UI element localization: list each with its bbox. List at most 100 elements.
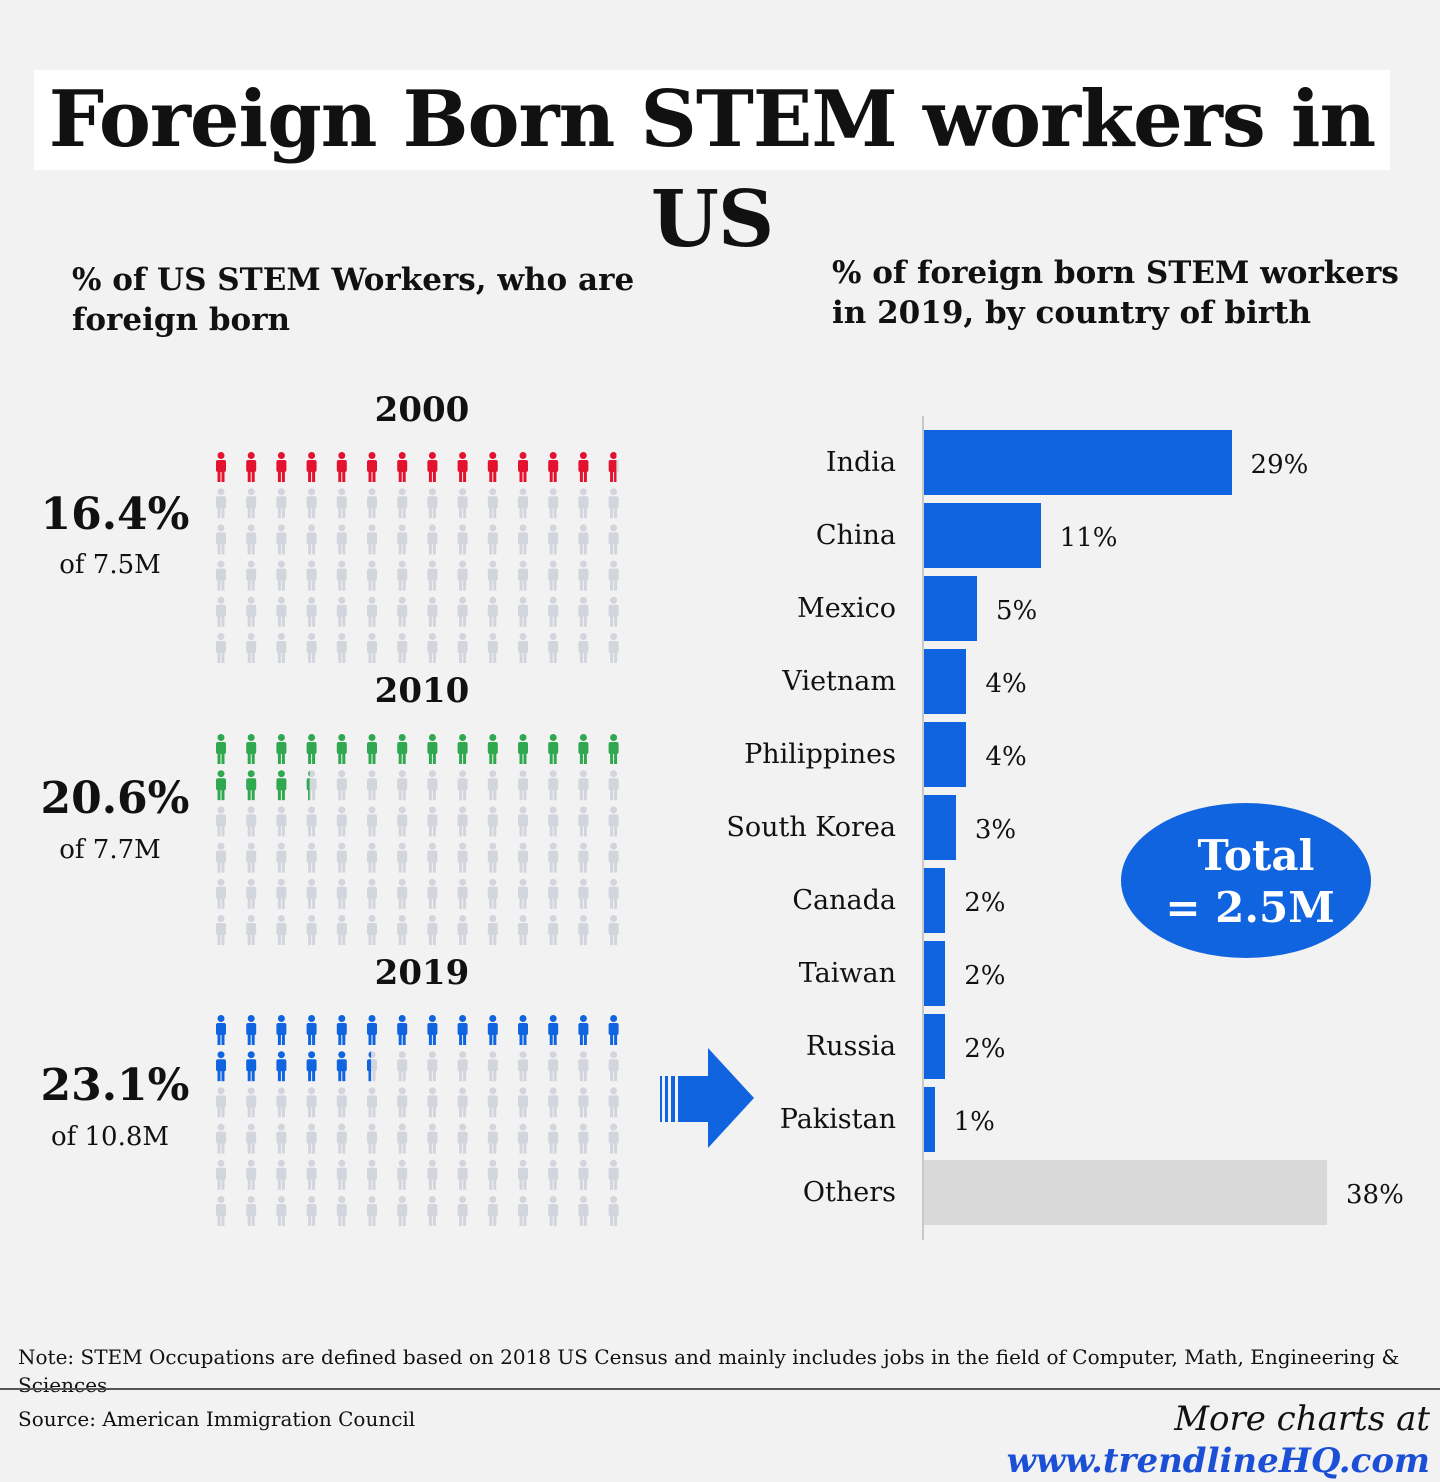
- value-label-pakistan: 1%: [953, 1106, 995, 1137]
- value-label-india: 29%: [1250, 449, 1309, 480]
- person-icon: [608, 1015, 619, 1045]
- person-icon: [427, 915, 438, 945]
- person-icon: [276, 1123, 287, 1154]
- person-icon: [246, 1159, 257, 1190]
- person-icon: [487, 596, 498, 627]
- person-icon: [397, 1196, 408, 1226]
- person-icon: [276, 1159, 287, 1190]
- person-icon: [397, 1015, 408, 1045]
- person-icon: [578, 1087, 589, 1118]
- person-icon: [518, 488, 528, 519]
- person-icon: [487, 1015, 498, 1045]
- person-icon: [276, 842, 287, 873]
- person-icon: [487, 806, 498, 837]
- person-icon: [518, 1087, 528, 1118]
- more-charts-link[interactable]: More charts at www.trendlineHQ.com: [850, 1398, 1430, 1482]
- person-icon: [578, 633, 589, 663]
- person-icon: [427, 596, 438, 627]
- person-icon: [306, 1051, 317, 1082]
- person-icon: [487, 560, 498, 591]
- bar-others: [924, 1160, 1327, 1225]
- person-icon: [608, 452, 619, 482]
- person-icon: [427, 1087, 438, 1118]
- person-icon: [246, 915, 257, 945]
- person-icon: [306, 560, 317, 591]
- person-icon: [276, 524, 287, 555]
- person-icon: [608, 1087, 619, 1118]
- person-icon: [487, 915, 498, 945]
- person-icon: [608, 878, 619, 909]
- person-icon: [306, 915, 317, 945]
- base-label-2010: of 7.7M: [59, 835, 161, 865]
- category-label-vietnam: Vietnam: [782, 665, 896, 697]
- person-icon: [367, 1087, 377, 1118]
- person-icon: [487, 1123, 498, 1154]
- person-icon: [306, 452, 317, 482]
- person-icon: [246, 1123, 257, 1154]
- person-icon: [216, 1159, 226, 1190]
- person-icon: [216, 1123, 226, 1154]
- person-icon: [608, 806, 619, 837]
- person-icon: [548, 770, 559, 801]
- base-label-2019: of 10.8M: [50, 1122, 170, 1152]
- person-icon: [608, 734, 619, 764]
- person-icon: [518, 915, 528, 945]
- person-icon: [427, 633, 438, 663]
- website-link[interactable]: www.trendlineHQ.com: [1006, 1441, 1430, 1481]
- bar-india: [924, 430, 1232, 495]
- person-icon: [548, 633, 559, 663]
- person-icon: [487, 524, 498, 555]
- person-icon: [578, 734, 589, 764]
- person-icon: [397, 488, 408, 519]
- person-icon: [457, 1015, 468, 1045]
- percent-label-2019: 23.1%: [40, 1060, 190, 1111]
- person-icon: [518, 770, 528, 801]
- person-icon: [548, 488, 559, 519]
- person-icon: [397, 806, 408, 837]
- person-icon: [306, 1159, 317, 1190]
- category-label-taiwan: Taiwan: [798, 957, 896, 989]
- person-icon: [457, 633, 468, 663]
- person-icon: [367, 842, 377, 873]
- person-icon: [336, 1015, 347, 1045]
- person-icon: [518, 452, 528, 482]
- person-icon: [276, 1087, 287, 1118]
- person-icon: [608, 1123, 619, 1154]
- person-icon: [216, 842, 226, 873]
- person-icon: [367, 1051, 377, 1082]
- value-label-mexico: 5%: [996, 595, 1038, 626]
- person-icon: [246, 806, 257, 837]
- person-icon: [427, 878, 438, 909]
- footer-source: Source: American Immigration Council: [18, 1407, 416, 1431]
- person-icon: [216, 1087, 226, 1118]
- person-icon: [548, 524, 559, 555]
- person-icon: [397, 1123, 408, 1154]
- person-icon: [246, 842, 257, 873]
- person-icon: [246, 770, 257, 801]
- person-icon: [276, 1051, 287, 1082]
- person-icon: [367, 1159, 377, 1190]
- person-icon: [548, 842, 559, 873]
- person-icon: [336, 878, 347, 909]
- person-icon: [457, 770, 468, 801]
- person-icon: [306, 1123, 317, 1154]
- person-icon: [548, 806, 559, 837]
- person-icon: [578, 915, 589, 945]
- person-icon: [246, 734, 257, 764]
- person-icon: [427, 560, 438, 591]
- person-icon: [276, 915, 287, 945]
- person-icon: [276, 878, 287, 909]
- person-icon: [276, 596, 287, 627]
- person-icon: [306, 1015, 317, 1045]
- person-icon: [427, 1015, 438, 1045]
- person-icon: [518, 524, 528, 555]
- person-icon: [336, 915, 347, 945]
- person-icon: [457, 878, 468, 909]
- category-label-pakistan: Pakistan: [779, 1103, 896, 1135]
- category-label-china: China: [815, 519, 896, 551]
- person-icon: [487, 734, 498, 764]
- person-icon: [518, 1159, 528, 1190]
- person-icon: [427, 1051, 438, 1082]
- person-icon: [306, 1087, 317, 1118]
- person-icon: [427, 488, 438, 519]
